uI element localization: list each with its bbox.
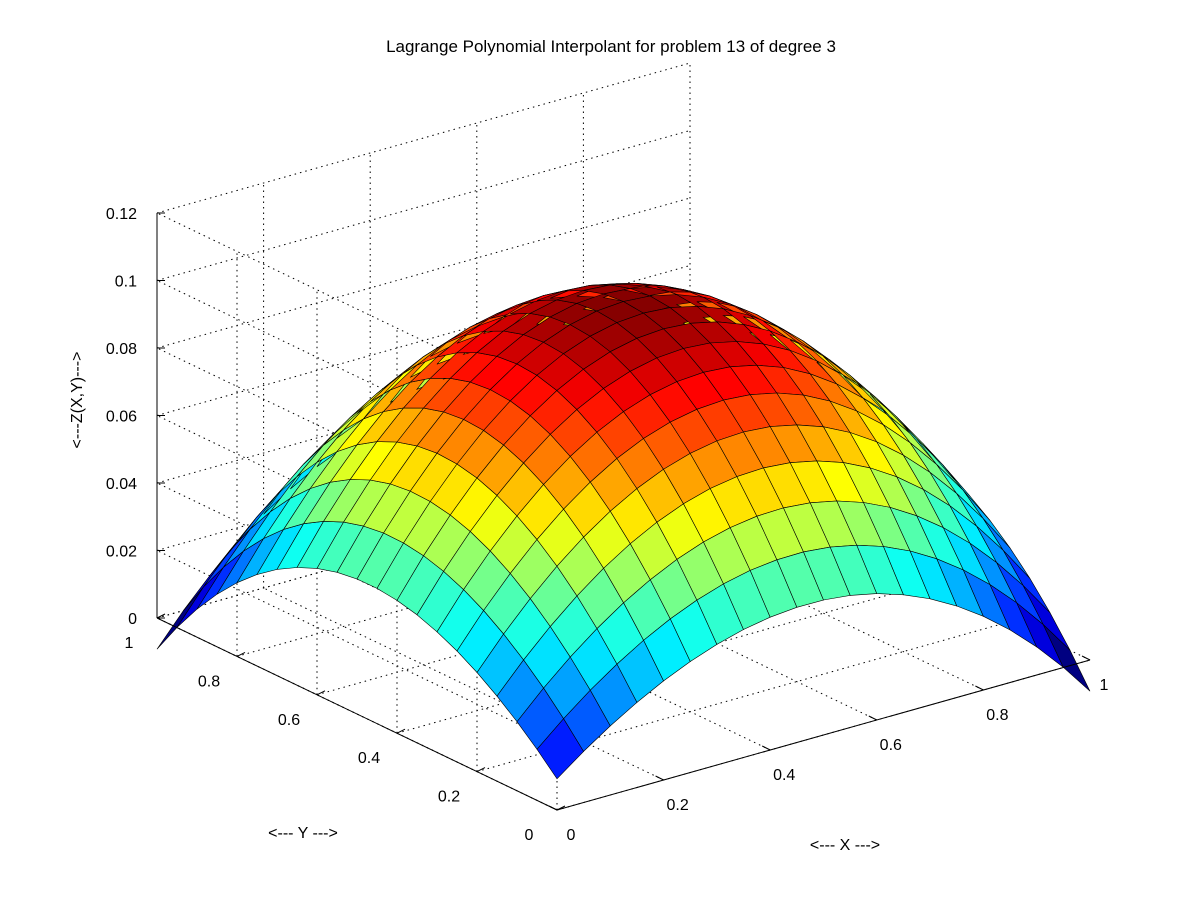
tick-labels: 0 0.2 0.4 0.6 0.8 1 0 0.2 0.4 0.6 0.8 1 0 0.02 0.04 0.0… <box>106 206 1109 844</box>
surface-mesh <box>156 282 1091 780</box>
y-axis-label: <--- Y ---> <box>268 825 338 842</box>
x-tick-mark <box>868 715 878 721</box>
gridline-wall-x0-z <box>156 415 558 608</box>
gridline-floor-x <box>263 587 664 781</box>
x-axis-label: <--- X ---> <box>810 837 880 854</box>
y-tick-mark <box>316 690 326 696</box>
gridline-wall-x0-z <box>156 212 558 406</box>
x-tick-mark <box>548 805 558 811</box>
y-tick-label: 0.8 <box>198 673 220 690</box>
z-tick-label: 0.12 <box>106 206 137 223</box>
surface-facet <box>1043 624 1091 692</box>
x-tick-mark <box>761 745 771 751</box>
y-tick-mark <box>476 767 486 773</box>
x-tick-label: 0 <box>567 827 576 844</box>
y-tick-label: 0.6 <box>278 712 300 729</box>
x-tick-label: 0.6 <box>880 737 902 754</box>
x-tick-mark <box>975 685 984 691</box>
x-tick-label: 1 <box>1100 677 1109 694</box>
z-tick-label: 0.04 <box>106 476 137 493</box>
y-tick-label: 0 <box>525 827 534 844</box>
y-tick-mark <box>236 651 246 657</box>
y-axis-line <box>156 617 558 811</box>
z-tick-label: 0.02 <box>106 544 137 561</box>
y-tick-label: 0.2 <box>438 789 460 806</box>
y-tick-mark <box>556 805 566 811</box>
y-tick-mark <box>396 728 406 734</box>
y-tick-label: 1 <box>125 635 134 652</box>
z-tick-label: 0.06 <box>106 409 137 426</box>
gridline-wall-x0-z <box>156 280 558 473</box>
z-tick-label: 0.1 <box>115 274 137 291</box>
chart-title: Lagrange Polynomial Interpolant for prob… <box>386 37 836 56</box>
x-tick-mark <box>655 775 664 781</box>
z-axis-label: <---Z(X,Y)---> <box>69 352 86 449</box>
gridline-wall-x0-z <box>156 347 558 541</box>
x-tick-label: 0.8 <box>986 707 1008 724</box>
y-tick-label: 0.4 <box>358 750 380 767</box>
y-tick-mark <box>156 613 166 619</box>
x-axis-line <box>556 659 1091 811</box>
x-tick-mark <box>1081 655 1091 661</box>
axes-lines <box>156 212 1091 811</box>
z-tick-label: 0 <box>128 611 137 628</box>
x-tick-label: 0.2 <box>666 797 688 814</box>
z-tick-label: 0.08 <box>106 341 137 358</box>
x-tick-label: 0.4 <box>773 767 795 784</box>
gridline-wall-x0-z <box>156 482 558 676</box>
